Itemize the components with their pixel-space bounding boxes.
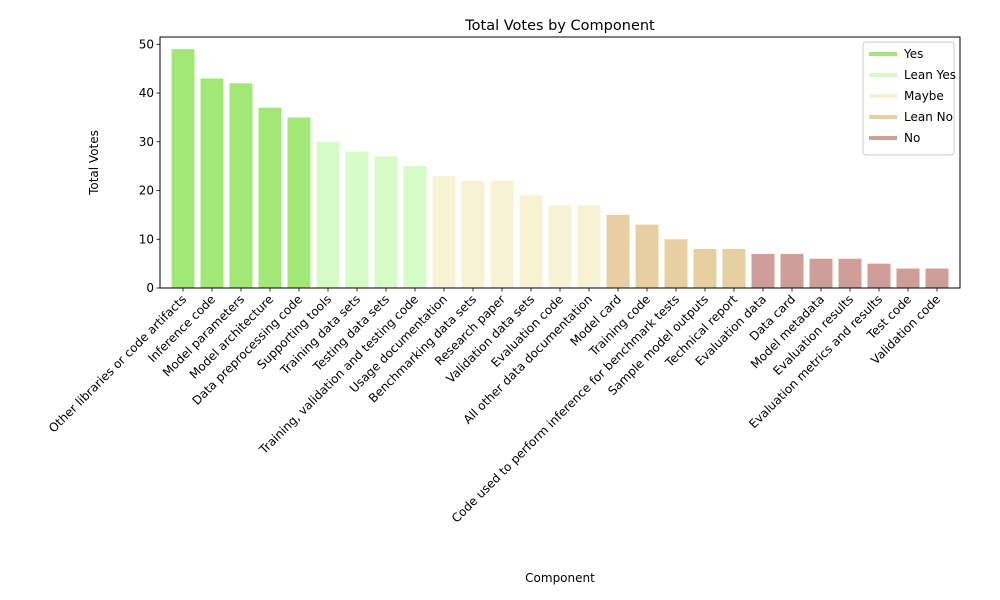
legend-label: No [904, 131, 920, 145]
y-tick-label: 10 [139, 232, 154, 246]
bar-12 [490, 180, 514, 288]
legend-box [862, 41, 955, 156]
y-tick-label: 50 [139, 37, 154, 51]
bar-4 [258, 107, 282, 288]
bar-1 [171, 49, 195, 289]
y-tick-label: 40 [139, 86, 154, 100]
bar-21 [751, 253, 775, 288]
legend-label: Lean No [904, 110, 953, 124]
bar-10 [432, 175, 456, 288]
y-axis-title: Total Votes [87, 130, 101, 196]
bar-11 [461, 180, 485, 288]
bar-2 [200, 78, 224, 289]
y-tick-label: 30 [139, 135, 154, 149]
x-axis: Other libraries or code artifactsInferen… [46, 288, 943, 526]
bar-24 [838, 258, 862, 288]
bar-19 [693, 249, 717, 288]
legend-label: Yes [903, 47, 923, 61]
y-axis: 0 10 20 30 40 50 [139, 37, 160, 295]
bar-14 [548, 205, 572, 288]
bar-7 [345, 151, 369, 288]
y-tick-label: 0 [146, 281, 154, 295]
bar-3 [229, 83, 253, 288]
bar-5 [287, 117, 311, 288]
bar-9 [403, 166, 427, 288]
x-axis-title: Component [525, 571, 595, 585]
bar-8 [374, 156, 398, 288]
bar-17 [635, 224, 659, 288]
bar-22 [780, 253, 804, 288]
bar-15 [577, 205, 601, 288]
bar-6 [316, 141, 340, 288]
legend: Yes Lean Yes Maybe Lean No No [862, 41, 956, 156]
plot-frame [159, 36, 961, 289]
bar-26 [896, 268, 920, 288]
bar-13 [519, 195, 543, 288]
legend-label: Maybe [904, 89, 944, 103]
bar-27 [925, 268, 949, 288]
chart-title: Total Votes by Component [464, 18, 655, 34]
bar-20 [722, 249, 746, 288]
bar-18 [664, 239, 688, 288]
bar-23 [809, 258, 833, 288]
bars-layer [171, 49, 949, 289]
legend-label: Lean Yes [904, 68, 956, 82]
bar-25 [867, 263, 891, 288]
bar-16 [606, 214, 630, 288]
y-tick-label: 20 [139, 184, 154, 198]
